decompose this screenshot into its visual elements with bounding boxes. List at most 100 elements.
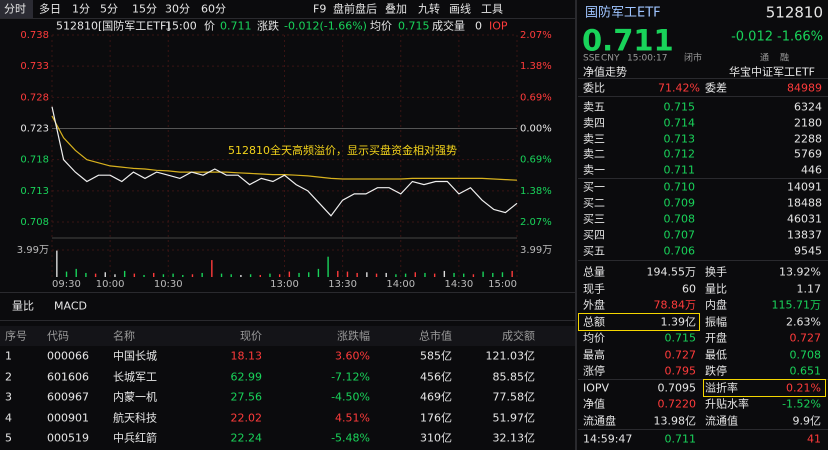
table-cell: 内蒙一机 — [113, 390, 157, 404]
stat-label: 总额 — [583, 315, 605, 328]
table-cell: 601606 — [47, 370, 89, 383]
book-volume: 18488 — [787, 196, 822, 210]
quote-change: -0.012(-1.66%) — [284, 19, 367, 33]
table-cell: 4.51% — [335, 411, 370, 424]
indicator-tab[interactable]: MACD — [54, 299, 87, 313]
market-info: SSE — [583, 53, 601, 64]
table-cell: 121.03亿 — [485, 349, 536, 363]
quote-price-label: 价 — [204, 19, 215, 33]
book-label: 买五 — [583, 244, 605, 258]
trade-price: 0.711 — [664, 432, 697, 446]
stat-label: 振幅 — [705, 315, 727, 328]
period-tab[interactable]: 5分 — [100, 2, 118, 16]
book-volume: 9545 — [794, 244, 822, 258]
tool-button[interactable]: 九转 — [418, 2, 440, 16]
indicator-tab[interactable]: 量比 — [12, 299, 34, 313]
stat-value: 0.727 — [664, 348, 697, 361]
stat-label: IOPV — [583, 381, 610, 394]
order-ratio: 委比 — [583, 81, 605, 95]
quote-volume: 0 — [475, 19, 482, 33]
tool-button[interactable]: F9 — [313, 2, 327, 16]
trade-volume: 41 — [807, 432, 821, 446]
book-label: 卖一 — [583, 163, 605, 177]
stat-label: 均价 — [583, 331, 605, 345]
table-cell: 4 — [5, 411, 12, 424]
x-tick-label: 15:00 — [488, 279, 517, 290]
book-label: 买一 — [583, 180, 605, 194]
order-ratio: 84989 — [787, 81, 822, 95]
book-price: 0.715 — [663, 100, 696, 114]
book-volume: 2180 — [794, 116, 822, 130]
stat-value: 0.21% — [786, 381, 821, 394]
table-cell: 3.60% — [335, 349, 370, 363]
book-price: 0.714 — [663, 116, 696, 130]
y-tick-label: 0.723 — [20, 124, 49, 135]
pct-tick-label: 2.07% — [520, 30, 552, 41]
stat-label: 内盘 — [705, 298, 727, 312]
table-cell: -5.48% — [331, 431, 370, 445]
active-tab-bg — [0, 0, 33, 18]
stat-label: 涨停 — [583, 364, 605, 378]
table-cell: 310亿 — [420, 431, 452, 445]
book-price: 0.713 — [663, 132, 696, 146]
divider — [578, 96, 828, 97]
x-tick-label: 14:00 — [386, 279, 415, 290]
table-cell: 1 — [5, 349, 12, 363]
stat-value: 0.651 — [789, 364, 822, 378]
table-cell: -7.12% — [331, 370, 370, 383]
tool-button[interactable]: 画线 — [449, 2, 471, 16]
stat-value: 60 — [682, 282, 696, 295]
book-price: 0.706 — [663, 244, 696, 258]
fund-link[interactable]: 华宝中证军工ETF — [729, 65, 815, 79]
last-price: 0.711 — [582, 23, 674, 58]
book-label: 卖二 — [583, 147, 605, 161]
market-info: 15:00:17 — [627, 53, 668, 64]
divider — [578, 178, 828, 179]
period-tab[interactable]: 分时 — [4, 2, 26, 16]
period-tab[interactable]: 60分 — [201, 2, 226, 16]
column-header: 成交额 — [502, 329, 535, 343]
market-info: 闭市 — [684, 53, 703, 64]
divider — [0, 18, 575, 19]
badge: 融 — [780, 53, 790, 64]
stat-value: 1.39亿 — [660, 315, 697, 328]
x-tick-label: 10:30 — [154, 279, 183, 290]
stat-label: 最高 — [583, 348, 605, 361]
period-tab[interactable]: 多日 — [39, 2, 61, 16]
book-price: 0.707 — [663, 228, 696, 242]
stat-value: -1.52% — [782, 397, 821, 411]
book-volume: 6324 — [794, 100, 822, 114]
stat-label: 外盘 — [583, 298, 605, 312]
table-cell: 456亿 — [420, 370, 452, 383]
stat-value: 78.84万 — [653, 298, 697, 312]
tool-button[interactable]: 工具 — [481, 2, 503, 16]
period-tab[interactable]: 15分 — [132, 2, 157, 16]
table-cell: 22.24 — [230, 431, 263, 445]
stat-value: 2.63% — [786, 315, 821, 328]
x-tick-label: 09:30 — [52, 279, 81, 290]
period-tab[interactable]: 1分 — [72, 2, 90, 16]
divider — [578, 260, 828, 261]
highlight-box — [578, 313, 700, 331]
book-label: 卖五 — [583, 100, 605, 114]
tool-button[interactable]: 盘前盘后 — [333, 2, 377, 16]
table-cell: 600967 — [47, 390, 89, 404]
book-volume: 14091 — [787, 180, 822, 194]
stat-label: 开盘 — [705, 331, 727, 345]
stat-value: 0.715 — [664, 331, 697, 345]
stat-label: 升贴水率 — [705, 397, 749, 411]
book-price: 0.711 — [663, 163, 696, 177]
stat-value: 13.98亿 — [653, 414, 697, 427]
book-price: 0.708 — [663, 212, 696, 226]
order-ratio: 委差 — [705, 81, 727, 95]
nav-trend-link[interactable]: 净值走势 — [583, 65, 627, 79]
change: -0.012 — [731, 29, 773, 45]
highlight-box — [703, 379, 826, 397]
period-tab[interactable]: 30分 — [165, 2, 190, 16]
tool-button[interactable]: 叠加 — [385, 2, 407, 16]
intraday-chart: 0.738 2.07% 0.733 1.38% 0.728 0.69% 0.723 0.00%… — [17, 30, 553, 290]
pct-tick-label: 0.69% — [520, 155, 552, 166]
stat-label: 溢折率 — [705, 381, 738, 394]
table-cell: 77.58亿 — [492, 390, 536, 404]
table-cell: 3 — [5, 390, 12, 404]
